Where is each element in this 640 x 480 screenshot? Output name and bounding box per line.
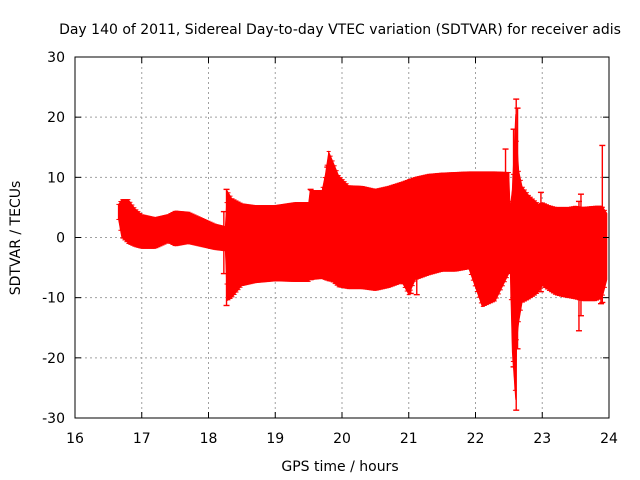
x-tick-label: 24: [600, 431, 618, 447]
x-tick-label: 23: [533, 431, 551, 447]
axis-ticks: 16 17 18 19 20 21 22 23 24 -30 -20 -10 0 10 20 30: [42, 50, 618, 447]
sdtvar-envelope: [118, 114, 608, 400]
x-tick-label: 21: [400, 431, 418, 447]
y-axis-label: SDTVAR / TECUs: [8, 181, 24, 296]
y-tick-label: -30: [42, 411, 65, 427]
chart-title: Day 140 of 2011, Sidereal Day-to-day VTE…: [59, 22, 621, 38]
y-tick-label: -20: [42, 351, 65, 367]
y-tick-label: 20: [47, 110, 65, 126]
x-tick-label: 18: [200, 431, 218, 447]
x-axis-label: GPS time / hours: [281, 459, 398, 475]
x-tick-label: 17: [133, 431, 151, 447]
y-tick-label: 0: [56, 231, 65, 247]
plot-area: [116, 98, 608, 411]
x-tick-label: 20: [333, 431, 351, 447]
x-tick-label: 22: [467, 431, 485, 447]
x-tick-label: 16: [66, 431, 84, 447]
y-tick-label: 30: [47, 50, 65, 66]
y-tick-label: 10: [47, 170, 65, 186]
y-tick-label: -10: [42, 291, 65, 307]
error-spikes: [220, 98, 606, 411]
x-tick-label: 19: [266, 431, 284, 447]
